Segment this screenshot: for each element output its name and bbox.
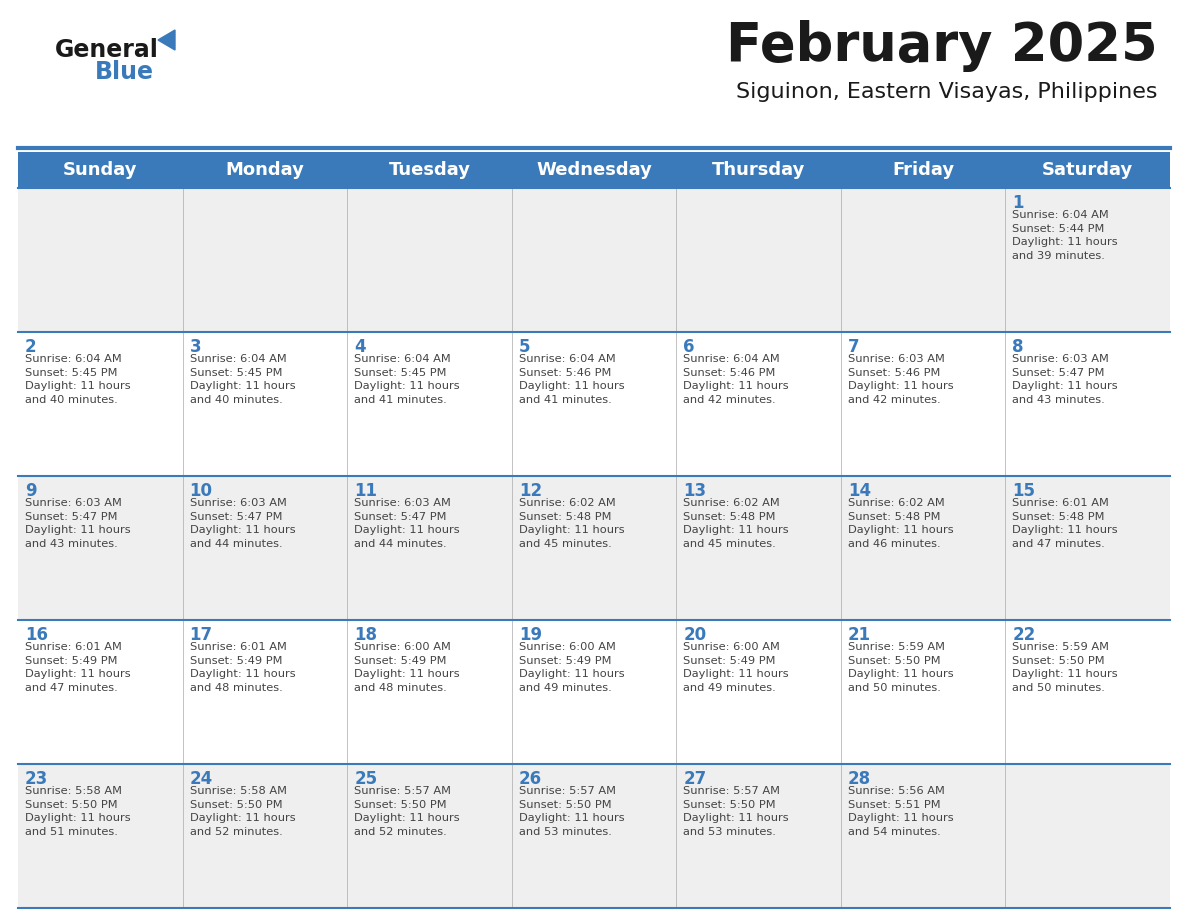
Text: 18: 18 [354, 626, 377, 644]
Text: 25: 25 [354, 770, 378, 788]
Text: Sunrise: 5:57 AM
Sunset: 5:50 PM
Daylight: 11 hours
and 53 minutes.: Sunrise: 5:57 AM Sunset: 5:50 PM Dayligh… [683, 786, 789, 837]
Text: 2: 2 [25, 338, 37, 356]
Text: 16: 16 [25, 626, 48, 644]
Bar [18, 332, 1170, 476]
Text: 10: 10 [190, 482, 213, 500]
Text: 17: 17 [190, 626, 213, 644]
Text: 24: 24 [190, 770, 213, 788]
Text: General: General [55, 38, 159, 62]
Text: Sunrise: 6:03 AM
Sunset: 5:47 PM
Daylight: 11 hours
and 44 minutes.: Sunrise: 6:03 AM Sunset: 5:47 PM Dayligh… [190, 498, 295, 549]
Text: Sunday: Sunday [63, 161, 138, 179]
Text: Monday: Monday [226, 161, 304, 179]
Text: 21: 21 [848, 626, 871, 644]
Text: 15: 15 [1012, 482, 1036, 500]
Text: Sunrise: 6:00 AM
Sunset: 5:49 PM
Daylight: 11 hours
and 48 minutes.: Sunrise: 6:00 AM Sunset: 5:49 PM Dayligh… [354, 642, 460, 693]
Text: 20: 20 [683, 626, 707, 644]
Text: 7: 7 [848, 338, 859, 356]
Text: 14: 14 [848, 482, 871, 500]
Text: Sunrise: 5:58 AM
Sunset: 5:50 PM
Daylight: 11 hours
and 51 minutes.: Sunrise: 5:58 AM Sunset: 5:50 PM Dayligh… [25, 786, 131, 837]
Text: 3: 3 [190, 338, 201, 356]
Text: 22: 22 [1012, 626, 1036, 644]
Text: Sunrise: 6:03 AM
Sunset: 5:46 PM
Daylight: 11 hours
and 42 minutes.: Sunrise: 6:03 AM Sunset: 5:46 PM Dayligh… [848, 354, 954, 405]
Text: 13: 13 [683, 482, 707, 500]
Text: 9: 9 [25, 482, 37, 500]
Text: Saturday: Saturday [1042, 161, 1133, 179]
Text: Sunrise: 5:57 AM
Sunset: 5:50 PM
Daylight: 11 hours
and 53 minutes.: Sunrise: 5:57 AM Sunset: 5:50 PM Dayligh… [519, 786, 625, 837]
Text: Sunrise: 5:56 AM
Sunset: 5:51 PM
Daylight: 11 hours
and 54 minutes.: Sunrise: 5:56 AM Sunset: 5:51 PM Dayligh… [848, 786, 954, 837]
Text: Sunrise: 6:04 AM
Sunset: 5:44 PM
Daylight: 11 hours
and 39 minutes.: Sunrise: 6:04 AM Sunset: 5:44 PM Dayligh… [1012, 210, 1118, 261]
Text: Sunrise: 6:00 AM
Sunset: 5:49 PM
Daylight: 11 hours
and 49 minutes.: Sunrise: 6:00 AM Sunset: 5:49 PM Dayligh… [683, 642, 789, 693]
Text: 23: 23 [25, 770, 49, 788]
Bar [18, 188, 1170, 332]
Text: Sunrise: 6:03 AM
Sunset: 5:47 PM
Daylight: 11 hours
and 43 minutes.: Sunrise: 6:03 AM Sunset: 5:47 PM Dayligh… [1012, 354, 1118, 405]
Text: Wednesday: Wednesday [536, 161, 652, 179]
Text: Sunrise: 5:59 AM
Sunset: 5:50 PM
Daylight: 11 hours
and 50 minutes.: Sunrise: 5:59 AM Sunset: 5:50 PM Dayligh… [1012, 642, 1118, 693]
Text: 27: 27 [683, 770, 707, 788]
Text: Sunrise: 6:02 AM
Sunset: 5:48 PM
Daylight: 11 hours
and 46 minutes.: Sunrise: 6:02 AM Sunset: 5:48 PM Dayligh… [848, 498, 954, 549]
Bar [18, 476, 1170, 620]
Text: Friday: Friday [892, 161, 954, 179]
Text: Sunrise: 6:01 AM
Sunset: 5:49 PM
Daylight: 11 hours
and 47 minutes.: Sunrise: 6:01 AM Sunset: 5:49 PM Dayligh… [25, 642, 131, 693]
Text: 26: 26 [519, 770, 542, 788]
Text: Sunrise: 6:03 AM
Sunset: 5:47 PM
Daylight: 11 hours
and 44 minutes.: Sunrise: 6:03 AM Sunset: 5:47 PM Dayligh… [354, 498, 460, 549]
Text: Sunrise: 6:01 AM
Sunset: 5:48 PM
Daylight: 11 hours
and 47 minutes.: Sunrise: 6:01 AM Sunset: 5:48 PM Dayligh… [1012, 498, 1118, 549]
Text: Siguinon, Eastern Visayas, Philippines: Siguinon, Eastern Visayas, Philippines [737, 82, 1158, 102]
Text: Sunrise: 6:04 AM
Sunset: 5:45 PM
Daylight: 11 hours
and 40 minutes.: Sunrise: 6:04 AM Sunset: 5:45 PM Dayligh… [190, 354, 295, 405]
Text: Tuesday: Tuesday [388, 161, 470, 179]
Text: Sunrise: 6:03 AM
Sunset: 5:47 PM
Daylight: 11 hours
and 43 minutes.: Sunrise: 6:03 AM Sunset: 5:47 PM Dayligh… [25, 498, 131, 549]
Text: 8: 8 [1012, 338, 1024, 356]
Polygon shape [158, 30, 175, 50]
Bar [18, 764, 1170, 908]
Text: Thursday: Thursday [712, 161, 805, 179]
Text: 6: 6 [683, 338, 695, 356]
Text: Sunrise: 5:57 AM
Sunset: 5:50 PM
Daylight: 11 hours
and 52 minutes.: Sunrise: 5:57 AM Sunset: 5:50 PM Dayligh… [354, 786, 460, 837]
Text: Sunrise: 6:02 AM
Sunset: 5:48 PM
Daylight: 11 hours
and 45 minutes.: Sunrise: 6:02 AM Sunset: 5:48 PM Dayligh… [683, 498, 789, 549]
Text: Sunrise: 6:04 AM
Sunset: 5:45 PM
Daylight: 11 hours
and 40 minutes.: Sunrise: 6:04 AM Sunset: 5:45 PM Dayligh… [25, 354, 131, 405]
Text: Sunrise: 6:02 AM
Sunset: 5:48 PM
Daylight: 11 hours
and 45 minutes.: Sunrise: 6:02 AM Sunset: 5:48 PM Dayligh… [519, 498, 625, 549]
Text: Blue: Blue [95, 60, 154, 84]
Bar [18, 152, 1170, 188]
Text: February 2025: February 2025 [726, 20, 1158, 72]
Text: Sunrise: 6:00 AM
Sunset: 5:49 PM
Daylight: 11 hours
and 49 minutes.: Sunrise: 6:00 AM Sunset: 5:49 PM Dayligh… [519, 642, 625, 693]
Bar [18, 620, 1170, 764]
Text: Sunrise: 6:01 AM
Sunset: 5:49 PM
Daylight: 11 hours
and 48 minutes.: Sunrise: 6:01 AM Sunset: 5:49 PM Dayligh… [190, 642, 295, 693]
Text: 1: 1 [1012, 194, 1024, 212]
Text: 12: 12 [519, 482, 542, 500]
Text: 5: 5 [519, 338, 530, 356]
Text: Sunrise: 6:04 AM
Sunset: 5:46 PM
Daylight: 11 hours
and 42 minutes.: Sunrise: 6:04 AM Sunset: 5:46 PM Dayligh… [683, 354, 789, 405]
Text: Sunrise: 5:58 AM
Sunset: 5:50 PM
Daylight: 11 hours
and 52 minutes.: Sunrise: 5:58 AM Sunset: 5:50 PM Dayligh… [190, 786, 295, 837]
Text: Sunrise: 5:59 AM
Sunset: 5:50 PM
Daylight: 11 hours
and 50 minutes.: Sunrise: 5:59 AM Sunset: 5:50 PM Dayligh… [848, 642, 954, 693]
Text: 28: 28 [848, 770, 871, 788]
Text: Sunrise: 6:04 AM
Sunset: 5:46 PM
Daylight: 11 hours
and 41 minutes.: Sunrise: 6:04 AM Sunset: 5:46 PM Dayligh… [519, 354, 625, 405]
Text: 11: 11 [354, 482, 377, 500]
Text: 4: 4 [354, 338, 366, 356]
Text: Sunrise: 6:04 AM
Sunset: 5:45 PM
Daylight: 11 hours
and 41 minutes.: Sunrise: 6:04 AM Sunset: 5:45 PM Dayligh… [354, 354, 460, 405]
Text: 19: 19 [519, 626, 542, 644]
